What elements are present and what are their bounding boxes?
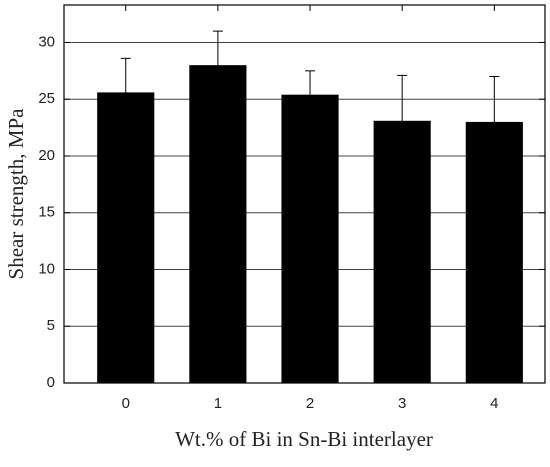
y-tick-label: 0: [47, 374, 55, 391]
x-tick-label: 3: [398, 395, 406, 412]
y-tick-label: 10: [38, 260, 55, 277]
x-tick-label: 2: [306, 395, 314, 412]
y-axis-label: Shear strength, MPa: [4, 108, 28, 280]
x-tick-label: 1: [214, 395, 222, 412]
bar: [189, 65, 247, 383]
y-tick-label: 15: [38, 204, 55, 221]
y-tick-label: 5: [47, 317, 55, 334]
y-tick-label: 20: [38, 147, 55, 164]
bar: [97, 92, 155, 384]
y-tick-label: 25: [38, 90, 55, 107]
bar: [281, 94, 339, 384]
x-axis-label: Wt.% of Bi in Sn-Bi interlayer: [175, 427, 433, 451]
y-tick-label: 30: [38, 33, 55, 50]
plot-frame: [63, 4, 546, 384]
x-tick-label: 4: [490, 395, 498, 412]
x-tick-label: 0: [122, 395, 130, 412]
